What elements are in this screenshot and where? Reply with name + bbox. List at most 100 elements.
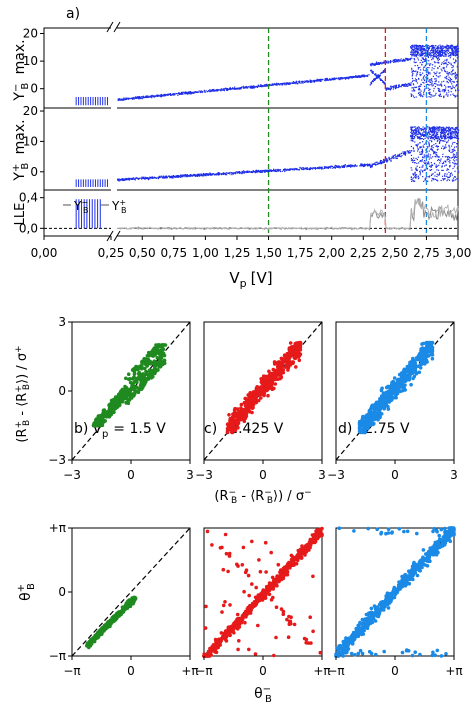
data-point (414, 65, 416, 67)
data-point (451, 50, 453, 52)
data-point (420, 49, 422, 51)
data-point (395, 58, 397, 60)
data-point (429, 73, 431, 75)
data-point (452, 137, 454, 139)
data-point (440, 129, 442, 131)
x-tick-label: 0,75 (160, 246, 187, 260)
data-point (431, 178, 433, 180)
data-point (209, 89, 211, 91)
data-point (413, 129, 415, 131)
data-point (101, 418, 105, 423)
data-point (389, 89, 391, 91)
data-point (410, 167, 412, 169)
data-point (126, 97, 128, 99)
data-point (412, 52, 414, 54)
data-point (397, 87, 399, 89)
x-tick-label: 0 (127, 468, 135, 482)
data-point (354, 76, 356, 78)
data-point (438, 126, 440, 128)
data-point (449, 57, 451, 59)
data-point (138, 97, 140, 99)
data-point (260, 84, 262, 86)
data-point (439, 95, 441, 97)
data-point (174, 176, 176, 178)
data-point (261, 171, 263, 173)
data-point (421, 52, 423, 54)
data-point (173, 94, 175, 96)
data-point (441, 90, 443, 92)
data-point (448, 47, 450, 49)
data-point (121, 179, 124, 181)
data-point (405, 84, 408, 86)
data-point (371, 81, 373, 83)
data-point (263, 170, 265, 172)
data-point (157, 95, 159, 97)
data-point (385, 89, 387, 91)
data-point (446, 50, 448, 52)
data-point (451, 130, 453, 133)
data-point (435, 92, 437, 94)
data-point (446, 173, 448, 175)
data-point (325, 78, 327, 80)
data-point (435, 72, 437, 75)
data-point (198, 90, 200, 92)
data-point (455, 49, 458, 51)
data-point (362, 164, 364, 166)
subplot-ymax-minus-frame (43, 27, 459, 109)
data-point (436, 55, 439, 57)
data-point (169, 93, 171, 95)
data-point (444, 54, 446, 56)
data-point (431, 127, 434, 129)
y-tick-label: 3 (58, 315, 66, 329)
data-point (432, 50, 434, 52)
data-point (370, 64, 372, 66)
data-point (443, 91, 445, 93)
data-point (450, 55, 452, 57)
data-point (417, 51, 419, 53)
data-point (245, 409, 250, 413)
data-point (231, 174, 233, 176)
data-point (141, 96, 143, 98)
data-point (355, 165, 357, 167)
data-point (449, 134, 451, 136)
data-point (411, 159, 413, 161)
data-point (332, 167, 334, 169)
data-point (190, 174, 192, 176)
data-point (369, 165, 372, 167)
data-point (243, 396, 247, 401)
data-point (376, 77, 378, 79)
data-point (419, 146, 421, 148)
data-point (375, 75, 377, 77)
data-point (430, 79, 432, 81)
data-point (411, 178, 413, 180)
data-point (405, 57, 407, 59)
data-point (318, 166, 320, 168)
data-point (455, 89, 457, 91)
data-point (436, 155, 438, 157)
data-point (444, 137, 446, 139)
data-point (131, 97, 133, 99)
data-point (436, 165, 439, 167)
data-point (407, 151, 409, 153)
data-point (404, 83, 406, 85)
data-point (415, 45, 417, 47)
data-point (441, 147, 443, 149)
data-point (414, 159, 416, 161)
data-point (201, 174, 203, 176)
data-point (128, 179, 131, 181)
data-point (449, 80, 451, 82)
data-point (143, 96, 145, 99)
data-point (420, 59, 422, 61)
data-point (457, 60, 459, 62)
data-point (457, 65, 459, 67)
data-point (212, 174, 214, 176)
data-point (372, 63, 374, 65)
data-point (454, 46, 457, 48)
data-point (413, 46, 415, 48)
data-point (172, 176, 174, 178)
data-point (431, 180, 433, 182)
data-point (310, 81, 312, 83)
data-point (412, 161, 414, 163)
data-point (242, 410, 246, 415)
data-point (232, 172, 234, 174)
